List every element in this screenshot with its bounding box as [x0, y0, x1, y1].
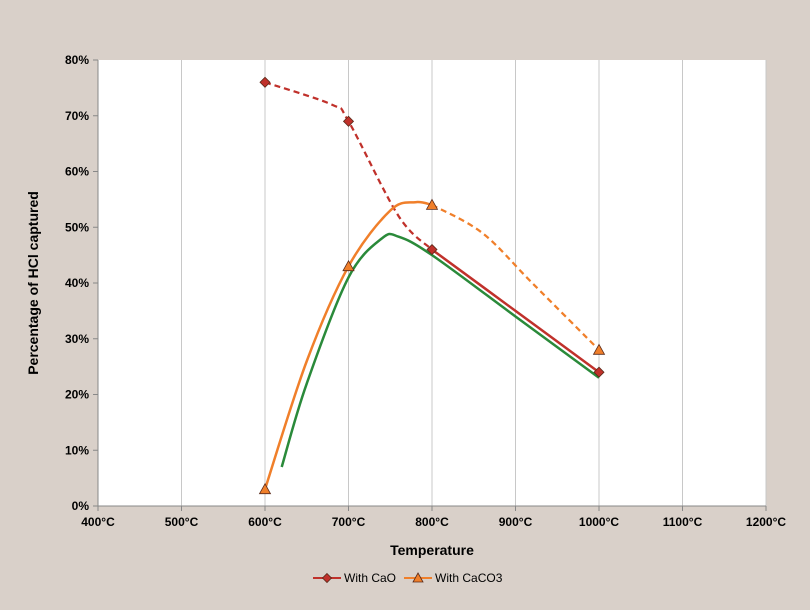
data-point-diamond — [593, 366, 605, 378]
y-tick-label: 20% — [65, 388, 89, 402]
trend-curve — [280, 232, 600, 468]
x-tick-label: 800°C — [415, 515, 449, 529]
marker-layer — [258, 76, 606, 495]
y-tick-label: 80% — [65, 53, 89, 67]
y-tick-label: 0% — [72, 499, 90, 513]
x-tick-label: 1100°C — [663, 515, 703, 529]
y-tick-label: 50% — [65, 220, 89, 234]
y-tick-label: 60% — [65, 165, 89, 179]
x-tick-label: 400°C — [81, 515, 115, 529]
trend-curve — [263, 200, 433, 490]
data-point-diamond — [259, 76, 271, 88]
tick-label-layer: 400°C 500°C 600°C 700°C 800°C 900°C 1000°C 1100… — [65, 53, 786, 529]
legend: With CaO With CaCO3 — [313, 571, 503, 585]
x-tick-label: 600°C — [248, 515, 282, 529]
legend-label: With CaO — [344, 571, 396, 585]
x-tick-label: 900°C — [499, 515, 533, 529]
trend-curve-layer — [263, 81, 600, 490]
data-point-diamond — [342, 115, 355, 127]
y-tick-label: 30% — [65, 332, 89, 346]
data-point-diamond — [426, 243, 438, 256]
trend-curve — [431, 203, 600, 351]
legend-marker-diamond — [321, 572, 333, 584]
y-axis-title: Percentage of HCl captured — [25, 191, 41, 375]
y-tick-label: 10% — [65, 443, 89, 457]
trend-curve — [431, 248, 600, 374]
data-point-triangle — [592, 343, 606, 355]
y-tick-label: 70% — [65, 109, 89, 123]
data-point-triangle — [342, 259, 355, 272]
x-axis-title: Temperature — [390, 542, 474, 558]
legend-marker-triangle — [412, 572, 424, 583]
x-tick-label: 1000°C — [579, 515, 619, 529]
y-tick-label: 40% — [65, 276, 89, 290]
x-tick-label: 1200°C — [746, 515, 786, 529]
grid-layer — [181, 60, 767, 506]
x-tick-label: 500°C — [165, 515, 199, 529]
data-point-triangle — [425, 198, 439, 210]
data-point-triangle — [258, 482, 272, 495]
x-tick-label: 700°C — [332, 515, 366, 529]
legend-label: With CaCO3 — [435, 571, 503, 585]
